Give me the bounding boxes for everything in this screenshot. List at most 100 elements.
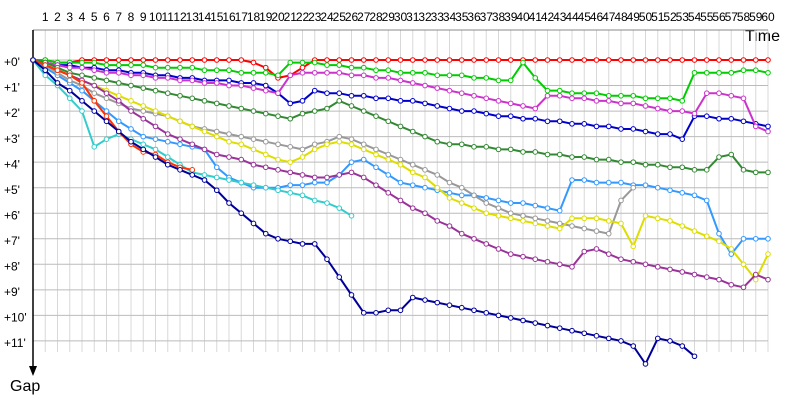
data-point: [250, 146, 257, 153]
data-point: [703, 233, 710, 240]
data-point: [250, 220, 257, 227]
data-point: [226, 177, 232, 183]
data-point: [177, 141, 183, 148]
data-point: [140, 108, 147, 114]
data-point: [91, 144, 98, 150]
data-point: [152, 75, 159, 81]
data-point: [324, 62, 330, 68]
data-point: [471, 57, 477, 63]
data-point: [311, 146, 318, 153]
data-point: [471, 235, 477, 242]
data-point: [140, 72, 147, 79]
x-tick-label: 23: [308, 10, 322, 24]
data-point: [642, 182, 649, 188]
x-tick-label: 42: [541, 10, 555, 24]
data-point: [483, 195, 490, 201]
data-point: [324, 69, 330, 76]
data-point: [544, 87, 551, 94]
data-point: [703, 197, 710, 204]
data-point: [520, 200, 526, 206]
data-point: [360, 72, 367, 79]
data-point: [716, 57, 722, 63]
data-point: [262, 64, 269, 71]
data-point: [164, 154, 171, 160]
data-point: [654, 161, 661, 168]
x-tick-label: 10: [149, 10, 163, 24]
data-point: [385, 67, 392, 74]
data-point: [679, 343, 686, 349]
data-point: [654, 57, 661, 63]
data-point: [91, 59, 98, 66]
series: [30, 57, 771, 135]
data-point: [128, 82, 134, 89]
data-point: [164, 75, 171, 81]
data-point: [397, 69, 404, 76]
data-point: [226, 138, 232, 145]
data-point: [679, 108, 686, 114]
data-point: [336, 62, 343, 68]
data-point: [434, 218, 441, 224]
data-point: [336, 133, 343, 140]
data-point: [642, 212, 649, 219]
data-point: [409, 169, 416, 176]
data-point: [189, 64, 196, 71]
data-point: [177, 118, 183, 125]
data-point: [581, 90, 588, 96]
data-point: [311, 141, 318, 148]
data-point: [91, 82, 98, 89]
x-tick-label: 55: [700, 10, 714, 24]
data-point: [213, 133, 220, 140]
data-point: [336, 172, 343, 178]
y-tick-label: +6': [4, 208, 20, 222]
data-point: [618, 179, 624, 186]
data-point: [262, 230, 269, 237]
data-point: [471, 75, 477, 81]
data-point: [446, 105, 453, 112]
y-tick-label: +2': [4, 106, 20, 120]
data-point: [667, 95, 673, 102]
x-tick-label: 28: [369, 10, 383, 24]
data-point: [605, 57, 612, 63]
data-point: [140, 62, 147, 68]
data-point: [471, 144, 477, 150]
data-point: [336, 274, 343, 280]
data-point: [385, 75, 392, 81]
data-point: [91, 98, 98, 104]
data-point: [385, 307, 392, 314]
data-point: [311, 197, 318, 204]
data-point: [483, 210, 490, 217]
data-point: [360, 141, 367, 148]
data-point: [103, 118, 110, 125]
data-point: [716, 276, 722, 283]
data-point: [458, 230, 465, 237]
data-point: [495, 113, 502, 119]
data-point: [569, 57, 575, 63]
data-point: [618, 220, 624, 227]
data-point: [409, 69, 416, 76]
data-point: [716, 238, 722, 245]
data-point: [275, 113, 281, 119]
data-point: [66, 87, 73, 94]
data-point: [103, 136, 110, 142]
data-point: [495, 57, 502, 63]
x-tick-label: 21: [284, 10, 298, 24]
x-tick-label: 44: [565, 10, 579, 24]
data-point: [348, 103, 355, 109]
data-point: [226, 154, 232, 160]
data-point: [397, 307, 404, 314]
series: [30, 57, 698, 367]
data-point: [703, 90, 710, 96]
data-point: [238, 133, 245, 140]
data-point: [201, 67, 208, 74]
data-point: [103, 90, 110, 96]
data-point: [262, 151, 269, 158]
data-point: [581, 225, 588, 232]
data-point: [324, 200, 330, 206]
data-point: [593, 179, 600, 186]
data-point: [569, 121, 575, 127]
data-point: [740, 235, 747, 242]
data-point: [189, 77, 196, 84]
data-point: [434, 299, 441, 306]
data-point: [446, 72, 453, 79]
data-point: [262, 110, 269, 117]
